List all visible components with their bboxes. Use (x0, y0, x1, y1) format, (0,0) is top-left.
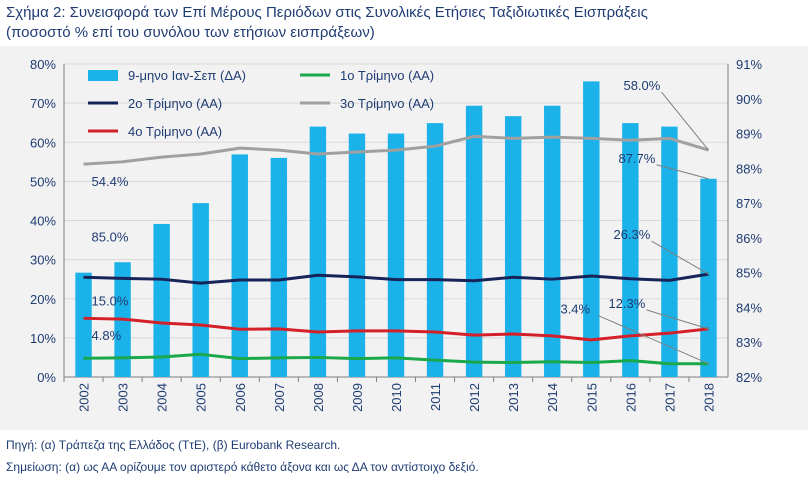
right-axis-tick-label: 90% (736, 92, 762, 107)
legend-label: 4ο Τρίμηνο (ΑΑ) (128, 124, 222, 139)
annotation-label: 3.4% (560, 302, 590, 317)
annotation-leader (656, 164, 709, 180)
legend-label: 2ο Τρίμηνο (ΑΑ) (128, 96, 222, 111)
x-tick-label: 2008 (311, 383, 326, 412)
bar-2011 (426, 123, 444, 377)
legend-label: 9-μηνο Ιαν-Σεπ (ΔΑ) (128, 68, 246, 83)
bar-2007 (270, 157, 288, 377)
x-tick-label: 2013 (506, 383, 521, 412)
right-axis-tick-label: 82% (736, 370, 762, 385)
bar-2008 (309, 126, 327, 377)
bar-2013 (504, 116, 522, 378)
left-axis-tick-label: 70% (30, 96, 56, 111)
annotation-label: 12.3% (608, 296, 645, 311)
footnote: Σημείωση: (α) ως ΑΑ ορίζουμε τον αριστερ… (6, 460, 479, 474)
bar-2002 (75, 272, 92, 377)
x-tick-label: 2015 (584, 383, 599, 412)
legend-label: 3ο Τρίμηνο (ΑΑ) (340, 96, 434, 111)
series-line (83, 352, 709, 366)
x-tick-label: 2006 (233, 383, 248, 412)
bar-2015 (583, 81, 600, 377)
left-axis-tick-label: 10% (30, 331, 56, 346)
right-axis-tick-label: 87% (736, 196, 762, 211)
annotation-label: 26.3% (613, 227, 650, 242)
x-tick-label: 2012 (467, 383, 482, 412)
left-axis-tick-label: 40% (30, 214, 56, 229)
bar-2016 (622, 123, 639, 377)
chart-subtitle: (ποσοστό % επί του συνόλου των ετήσιων ε… (6, 24, 375, 41)
x-tick-label: 2016 (623, 383, 638, 412)
legend-swatch (88, 70, 118, 81)
right-axis-tick-label: 91% (736, 57, 762, 72)
bar-2009 (348, 133, 366, 377)
series-line (83, 316, 709, 342)
bar-2006 (231, 154, 248, 377)
x-tick-label: 2004 (155, 383, 170, 412)
x-tick-label: 2007 (272, 383, 287, 412)
bar-2014 (544, 105, 561, 377)
legend-label: 1ο Τρίμηνο (ΑΑ) (340, 68, 434, 83)
bar-2004 (153, 223, 170, 377)
left-axis-tick-label: 30% (30, 253, 56, 268)
left-axis-tick-label: 20% (30, 292, 56, 307)
left-axis-tick-label: 0% (37, 370, 56, 385)
chart: 0% 10% 20% 30% 40% 50% 60% 70% 80% 82% 83% 84% 85% 86… (30, 57, 762, 412)
x-tick-label: 2005 (194, 383, 209, 412)
series-line (83, 134, 709, 166)
title-block: Σχήμα 2: Συνεισφορά των Επί Μέρους Περιό… (0, 0, 808, 46)
chart-title: Σχήμα 2: Συνεισφορά των Επί Μέρους Περιό… (6, 4, 648, 21)
right-axis-tick-label: 83% (736, 335, 762, 350)
right-axis-tick-label: 84% (736, 300, 762, 315)
right-axis-tick-label: 88% (736, 161, 762, 176)
left-axis-tick-label: 60% (30, 135, 56, 150)
series-line (83, 272, 709, 285)
source-note: Πηγή: (α) Τράπεζα της Ελλάδος (ΤτΕ), (β)… (6, 438, 341, 452)
x-tick-label: 2003 (116, 383, 131, 412)
x-tick-label: 2010 (389, 383, 404, 412)
annotation-leader (598, 315, 709, 365)
bar-2018 (700, 178, 717, 377)
bar-2005 (192, 203, 209, 377)
right-axis-tick-label: 85% (736, 266, 762, 281)
annotation-label: 4.8% (92, 328, 122, 343)
annotation-label: 85.0% (92, 230, 129, 245)
annotation-leader (646, 309, 709, 330)
right-axis-tick-label: 89% (736, 127, 762, 142)
annotation-label: 54.4% (92, 174, 129, 189)
x-tick-label: 2011 (428, 383, 443, 411)
bar-2010 (387, 133, 405, 377)
bar-2012 (465, 105, 483, 377)
annotation-leader (651, 240, 709, 275)
annotation-leader (661, 91, 709, 151)
annotation-label: 58.0% (623, 78, 660, 93)
x-tick-label: 2018 (701, 383, 716, 412)
x-tick-label: 2017 (662, 383, 677, 412)
x-tick-label: 2002 (77, 383, 92, 412)
annotation-label: 87.7% (618, 151, 655, 166)
annotation-label: 15.0% (92, 293, 129, 308)
left-axis-tick-label: 80% (30, 57, 56, 72)
x-tick-label: 2009 (350, 383, 365, 412)
left-axis-tick-label: 50% (30, 174, 56, 189)
x-tick-label: 2014 (545, 383, 560, 412)
right-axis-tick-label: 86% (736, 231, 762, 246)
